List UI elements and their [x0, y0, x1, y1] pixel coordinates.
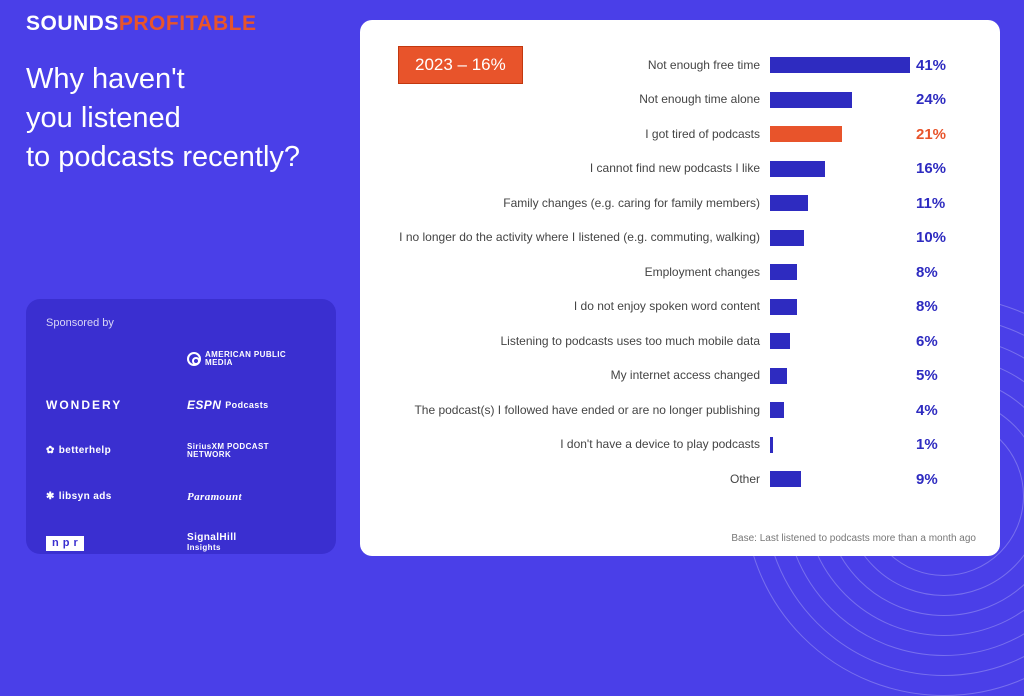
sponsor-npr: n p r [46, 536, 175, 551]
bar-value: 21% [910, 126, 946, 143]
bar-track [770, 195, 910, 211]
bar-row: Not enough time alone 24% [380, 83, 976, 118]
bar-fill [770, 333, 790, 349]
sponsor-label: Sponsored by [46, 317, 316, 329]
sponsor-siriusxm: SiriusXM PODCASTNETWORK [187, 443, 316, 459]
chart-panel: 2023 – 16% Not enough free time41%Not en… [360, 20, 1000, 556]
bar-value: 10% [910, 229, 946, 246]
sponsor-paramount: Paramount [187, 492, 316, 503]
bar-value: 16% [910, 160, 946, 177]
bar-track [770, 126, 910, 142]
apm-icon [187, 352, 201, 366]
title-line: to podcasts recently? [26, 138, 300, 177]
bar-value: 41% [910, 57, 946, 74]
bar-fill [770, 299, 797, 315]
bar-fill [770, 161, 825, 177]
bar-track [770, 471, 910, 487]
bar-fill [770, 57, 910, 73]
bar-value: 11% [910, 195, 945, 212]
bar-value: 4% [910, 402, 938, 419]
bar-value: 6% [910, 333, 938, 350]
sponsor-apm: AMERICAN PUBLIC MEDIA [187, 351, 316, 367]
bar-row: I no longer do the activity where I list… [380, 221, 976, 256]
bar-label: The podcast(s) I followed have ended or … [380, 404, 770, 417]
bar-row: I cannot find new podcasts I like 16% [380, 152, 976, 187]
bar-track [770, 299, 910, 315]
bar-label: I don't have a device to play podcasts [380, 438, 770, 451]
bar-fill [770, 230, 804, 246]
sponsor-wondery: WONDERY [46, 399, 175, 411]
sponsor-betterhelp: ✿betterhelp [46, 446, 175, 456]
bar-row: Other 9% [380, 462, 976, 497]
bar-track [770, 161, 910, 177]
bar-row: The podcast(s) I followed have ended or … [380, 393, 976, 428]
bar-track [770, 437, 910, 453]
bar-track [770, 264, 910, 280]
bar-track [770, 230, 910, 246]
title-line: Why haven't [26, 60, 300, 99]
bar-value: 5% [910, 367, 938, 384]
asterisk-icon: ✱ [46, 492, 55, 502]
bar-row: My internet access changed 5% [380, 359, 976, 394]
bar-track [770, 57, 910, 73]
bar-row: Employment changes 8% [380, 255, 976, 290]
bar-label: My internet access changed [380, 369, 770, 382]
bar-fill [770, 195, 808, 211]
bar-fill [770, 471, 801, 487]
bar-value: 1% [910, 436, 938, 453]
bar-row: I got tired of podcasts 21% [380, 117, 976, 152]
bar-fill [770, 402, 784, 418]
bar-label: Other [380, 473, 770, 486]
bar-label: I do not enjoy spoken word content [380, 300, 770, 313]
bar-row: Not enough free time 41% [380, 48, 976, 83]
bar-row: Family changes (e.g. caring for family m… [380, 186, 976, 221]
bar-label: Listening to podcasts uses too much mobi… [380, 335, 770, 348]
bar-value: 24% [910, 91, 946, 108]
sponsor-espn: ESPN Podcasts [187, 399, 316, 411]
bar-label: Employment changes [380, 266, 770, 279]
bar-fill [770, 437, 773, 453]
bar-label: Not enough time alone [380, 93, 770, 106]
bar-fill [770, 92, 852, 108]
brand-part1: SOUNDS [26, 12, 119, 35]
bar-row: I do not enjoy spoken word content 8% [380, 290, 976, 325]
sponsor-signalhill: SignalHillInsights [187, 533, 316, 553]
bar-fill [770, 126, 842, 142]
bar-row: Listening to podcasts uses too much mobi… [380, 324, 976, 359]
bar-value: 9% [910, 471, 938, 488]
bar-chart: Not enough free time 41% Not enough time a… [380, 48, 976, 512]
title-line: you listened [26, 99, 300, 138]
bar-fill [770, 368, 787, 384]
sponsor-libsyn: ✱libsyn ads [46, 492, 175, 502]
bar-value: 8% [910, 264, 938, 281]
bar-label: I no longer do the activity where I list… [380, 231, 770, 244]
sponsor-panel: Sponsored by AMERICAN PUBLIC MEDIA WONDE… [26, 299, 336, 554]
sponsor-grid: AMERICAN PUBLIC MEDIA WONDERY ESPN Podca… [46, 339, 316, 563]
bar-label: I got tired of podcasts [380, 128, 770, 141]
bar-track [770, 92, 910, 108]
bar-label: I cannot find new podcasts I like [380, 162, 770, 175]
bar-track [770, 333, 910, 349]
slide-title: Why haven't you listened to podcasts rec… [26, 60, 300, 177]
bar-track [770, 368, 910, 384]
bar-fill [770, 264, 797, 280]
bar-label: Not enough free time [380, 59, 770, 72]
brand-logo: SOUNDSPROFITABLE [26, 12, 256, 36]
bar-label: Family changes (e.g. caring for family m… [380, 197, 770, 210]
bar-value: 8% [910, 298, 938, 315]
brand-part2: PROFITABLE [119, 12, 257, 35]
bar-row: I don't have a device to play podcasts 1% [380, 428, 976, 463]
bar-track [770, 402, 910, 418]
chart-footnote: Base: Last listened to podcasts more tha… [731, 533, 976, 544]
leaf-icon: ✿ [46, 446, 55, 456]
